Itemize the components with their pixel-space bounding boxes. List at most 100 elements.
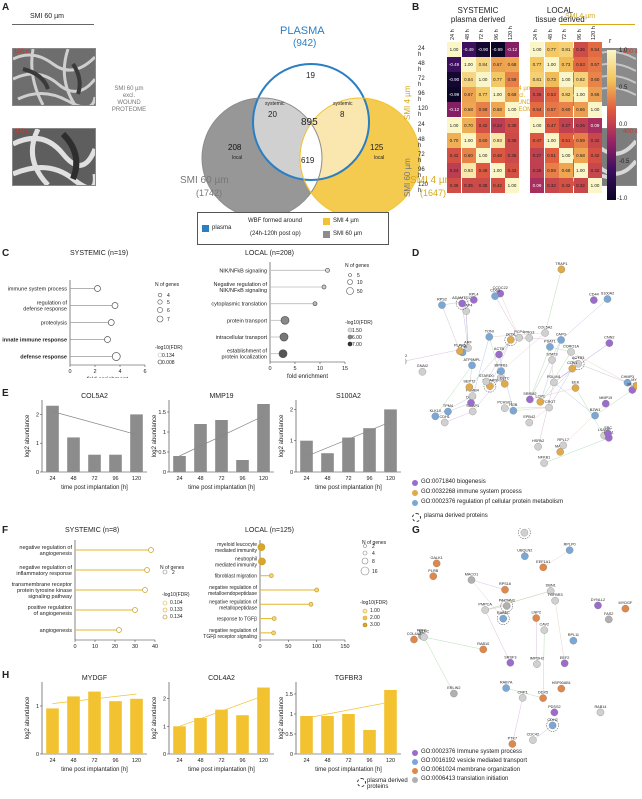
c-systemic-title: SYSTEMIC (n=19) xyxy=(70,250,129,257)
network-node-label: CDC42 xyxy=(527,733,539,737)
network-node xyxy=(521,552,529,560)
trend-line xyxy=(306,701,391,719)
network-node-label: PMPCA xyxy=(478,603,492,607)
heatmap-col-systemic-4: 120 h xyxy=(508,26,514,40)
heatmap-cell: -0.12 xyxy=(505,42,519,57)
network-node-label: CDK1 xyxy=(567,361,577,365)
lollipop-point xyxy=(312,301,318,307)
network-edge xyxy=(570,351,628,383)
bar xyxy=(67,437,80,472)
sem-image-smi60-400x xyxy=(12,128,96,186)
heatmap-cell: 0.09 xyxy=(588,118,602,133)
network-node-label: RPS2 xyxy=(437,298,447,302)
network-node xyxy=(525,334,533,342)
term-label: metalloendopeptidase xyxy=(208,591,257,597)
network-node-label: BZW1 xyxy=(590,408,601,412)
network-node-label: IDH2 xyxy=(405,354,407,358)
legend-d-swatch-2 xyxy=(412,490,418,496)
bar xyxy=(321,453,334,472)
heatmap-local-title: LOCAL tissue derived xyxy=(535,6,585,24)
chart-title: COL4A2 xyxy=(208,675,235,682)
panel-label-f: F xyxy=(2,525,9,536)
heatmap-col-local-3: 96 h xyxy=(576,29,583,40)
heatmap-row-label: 120 h xyxy=(418,182,429,194)
chart-title: TGFBR3 xyxy=(335,675,363,682)
term-label: intracellular transport xyxy=(216,335,268,341)
term-label: protein tyrosine kinase xyxy=(17,588,72,594)
panel-label-e: E xyxy=(2,388,9,399)
bar xyxy=(46,405,59,472)
x-tick-label: 24 xyxy=(176,758,182,764)
network-node-label: TONI xyxy=(485,329,494,333)
x-tick-label: 10 xyxy=(92,644,98,650)
heatmap-cell: 0.53 xyxy=(573,57,588,72)
network-node-label: ATP5MPL xyxy=(464,358,481,362)
bar xyxy=(130,698,143,754)
heatmap-cell: 0.73 xyxy=(544,72,559,87)
heatmap-cell: 0.73 xyxy=(559,57,573,72)
network-node-label: EEF1A1 xyxy=(536,560,550,564)
network-node-label: DDX5 xyxy=(538,691,548,695)
network-node xyxy=(410,635,418,644)
network-node-label: NFKB1 xyxy=(538,456,550,460)
network-node xyxy=(467,399,475,407)
y-tick-label: 2 xyxy=(36,412,39,418)
term-label: metallopeptidase xyxy=(219,605,257,611)
legend-size-label: 2 xyxy=(172,570,175,576)
heatmap-cell: 0.70 xyxy=(447,133,461,148)
bar xyxy=(194,424,207,472)
heatmap-cell: 0.26 xyxy=(573,118,588,133)
legend-smi4-label: SMI 4 µm xyxy=(333,218,359,224)
c-sys-fdr-title: -log10(FDR) xyxy=(155,345,183,351)
venn-center: 895 xyxy=(301,117,318,128)
heatmap-cell: 1.00 xyxy=(461,133,476,148)
network-node xyxy=(482,377,491,386)
network-node-label: LNP2 xyxy=(531,611,541,615)
network-node xyxy=(502,602,511,610)
heatmap-cell: 1.00 xyxy=(505,102,519,117)
network-node xyxy=(485,333,494,341)
heatmap-cell: 0.59 xyxy=(476,102,490,117)
heatmap-cell: -0.49 xyxy=(447,57,461,72)
network-node-label: IMPDH2 xyxy=(530,657,544,661)
legend-g-2: GO:0016192 vesicle mediated transport xyxy=(421,758,528,764)
x-axis-label: time post implantation [h] xyxy=(315,485,382,491)
network-edge xyxy=(472,377,501,412)
y-tick-label: 2 xyxy=(290,407,293,413)
network-edge xyxy=(466,311,469,348)
network-node-label: MYDGF xyxy=(619,601,633,605)
y-axis-label: log2 abundance xyxy=(152,696,158,739)
c-loc-fdr-2: 6.00 xyxy=(352,335,362,341)
x-tick-label: 48 xyxy=(324,758,330,764)
mag-400-left: 400 x xyxy=(14,129,29,135)
x-tick-label: 96 xyxy=(112,476,118,482)
network-node-label: PLPP5 xyxy=(454,344,466,348)
network-node-label: PDLIM1 xyxy=(547,375,561,379)
network-edge xyxy=(532,725,553,741)
plasma-marker xyxy=(518,528,531,539)
x-tick-label: 96 xyxy=(239,476,245,482)
network-node xyxy=(560,659,569,668)
network-edge xyxy=(485,590,551,611)
panel-label-g: G xyxy=(412,525,420,536)
network-edge xyxy=(469,339,511,388)
network-node xyxy=(458,299,466,308)
network-edge xyxy=(444,411,473,423)
network-node xyxy=(559,441,567,450)
x-axis-label: time post implantation [h] xyxy=(315,767,382,773)
heatmap-col-systemic-0: 24 h xyxy=(450,29,456,40)
lollipop-point xyxy=(116,627,122,633)
network-edge xyxy=(484,609,511,663)
network-node xyxy=(440,418,449,427)
c-sys-size-title: N of genes xyxy=(155,282,180,288)
network-node-label: RAB1A xyxy=(518,528,531,529)
x-tick-label: 10 xyxy=(317,366,323,372)
heatmap-cell: -0.90 xyxy=(447,72,461,87)
heatmap-cell: 1.00 xyxy=(588,102,602,117)
f-sys-size-title: N of genes xyxy=(160,565,185,571)
heatmap-cell: 1.00 xyxy=(447,42,461,57)
network-node xyxy=(550,708,559,717)
term-label: angiogenesis xyxy=(40,551,73,557)
network-edge xyxy=(535,618,538,665)
legend-size-circle xyxy=(156,315,164,323)
